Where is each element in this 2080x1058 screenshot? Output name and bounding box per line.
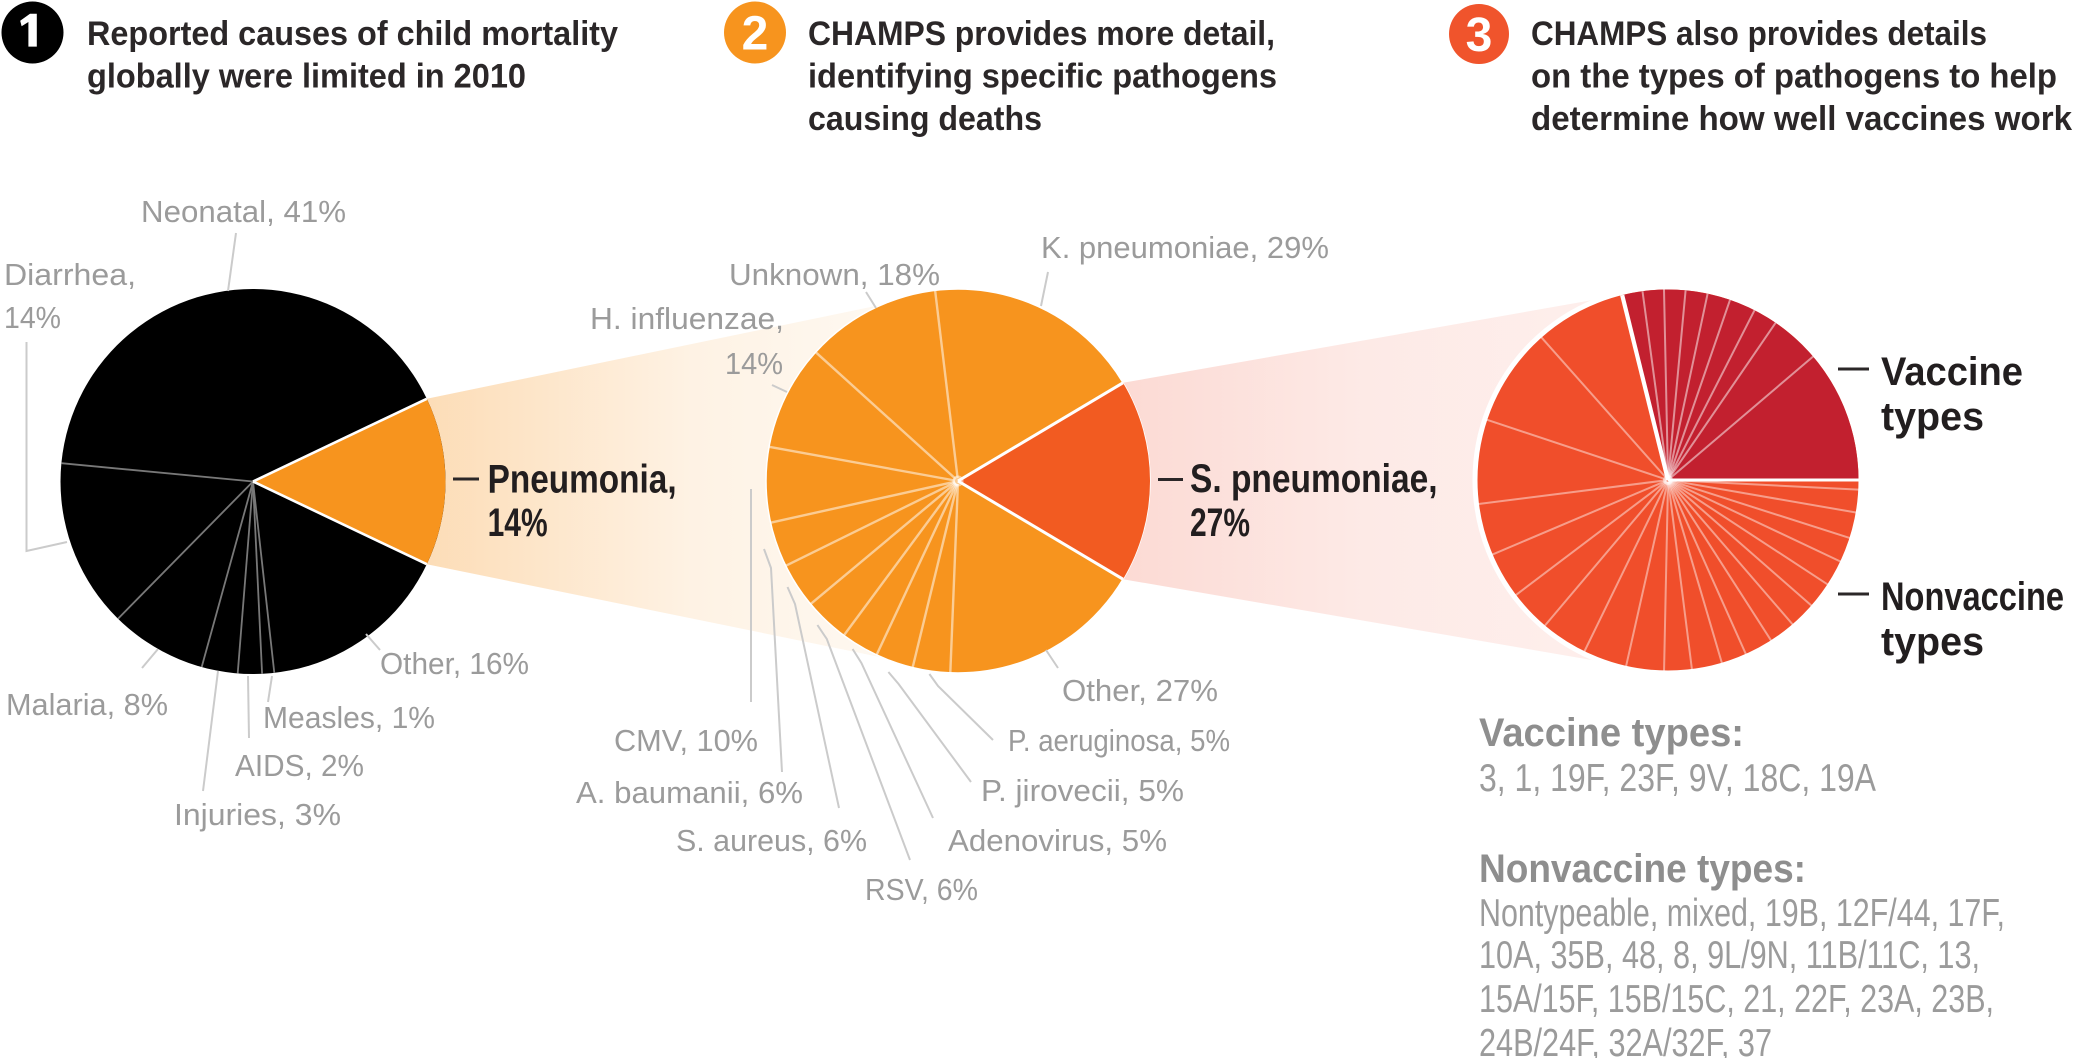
svg-text:Pneumonia,: Pneumonia, [488,458,677,502]
svg-text:Vaccine types:: Vaccine types: [1479,711,1744,755]
svg-text:determine how well vaccines wo: determine how well vaccines work [1531,100,2072,138]
svg-text:causing deaths: causing deaths [808,100,1042,138]
svg-text:identifying specific pathogens: identifying specific pathogens [808,58,1277,96]
svg-text:2: 2 [742,8,769,61]
svg-text:K. pneumoniae, 29%: K. pneumoniae, 29% [1041,230,1329,265]
svg-text:CHAMPS provides more detail,: CHAMPS provides more detail, [808,15,1275,53]
svg-text:P. jirovecii, 5%: P. jirovecii, 5% [981,773,1184,808]
svg-text:on the types of pathogens to h: on the types of pathogens to help [1531,58,2057,96]
svg-text:S. pneumoniae,: S. pneumoniae, [1190,457,1438,501]
svg-text:CMV, 10%: CMV, 10% [614,723,758,758]
svg-text:3, 1, 19F, 23F, 9V, 18C, 19A: 3, 1, 19F, 23F, 9V, 18C, 19A [1479,757,1876,800]
svg-text:RSV, 6%: RSV, 6% [865,872,978,907]
svg-text:CHAMPS also provides details: CHAMPS also provides details [1531,15,1987,53]
svg-text:Diarrhea,: Diarrhea, [4,257,136,292]
svg-text:Adenovirus, 5%: Adenovirus, 5% [948,823,1167,858]
svg-text:14%: 14% [4,300,61,335]
svg-text:14%: 14% [725,346,783,381]
svg-text:Other, 27%: Other, 27% [1062,673,1218,708]
svg-text:AIDS, 2%: AIDS, 2% [235,748,364,783]
svg-text:Vaccine: Vaccine [1881,350,2023,394]
svg-text:types: types [1881,395,1984,439]
svg-text:27%: 27% [1190,501,1250,545]
svg-text:Other, 16%: Other, 16% [380,646,529,681]
svg-text:P. aeruginosa, 5%: P. aeruginosa, 5% [1008,723,1230,758]
svg-text:Neonatal, 41%: Neonatal, 41% [141,194,346,229]
svg-text:Nonvaccine: Nonvaccine [1881,575,2064,619]
svg-text:10A, 35B, 48, 8, 9L/9N, 11B/11: 10A, 35B, 48, 8, 9L/9N, 11B/11C, 13, [1479,934,1980,977]
svg-text:14%: 14% [488,501,548,545]
svg-text:Measles, 1%: Measles, 1% [263,700,435,735]
svg-text:Unknown, 18%: Unknown, 18% [729,257,940,292]
svg-text:24B/24F, 32A/32F, 37: 24B/24F, 32A/32F, 37 [1479,1022,1772,1058]
svg-text:Nonvaccine types:: Nonvaccine types: [1479,847,1806,891]
svg-text:A. baumanii, 6%: A. baumanii, 6% [576,775,803,810]
svg-text:H. influenzae,: H. influenzae, [590,301,784,336]
svg-text:Injuries, 3%: Injuries, 3% [174,797,341,832]
svg-text:globally were limited in 2010: globally were limited in 2010 [87,58,526,96]
svg-text:types: types [1881,620,1984,664]
svg-text:3: 3 [1466,9,1493,62]
svg-text:Nontypeable, mixed, 19B, 12F/4: Nontypeable, mixed, 19B, 12F/44, 17F, [1479,892,2005,935]
svg-text:Reported causes of child morta: Reported causes of child mortality [87,15,618,53]
svg-text:Malaria, 8%: Malaria, 8% [6,687,168,722]
svg-text:S. aureus, 6%: S. aureus, 6% [676,823,867,858]
svg-text:15A/15F, 15B/15C, 21, 22F, 23A: 15A/15F, 15B/15C, 21, 22F, 23A, 23B, [1479,978,1994,1021]
